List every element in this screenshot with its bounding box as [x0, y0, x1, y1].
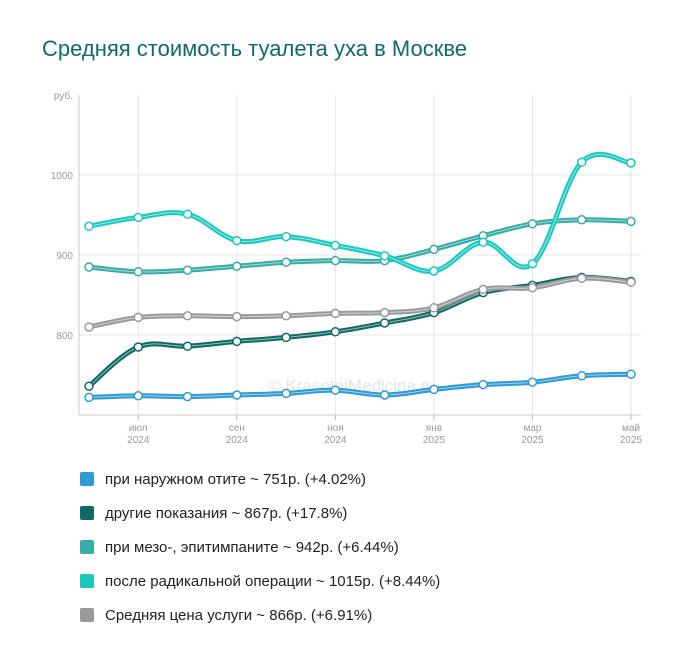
data-point	[429, 303, 439, 313]
series-line-highlight-1	[88, 276, 632, 387]
data-point	[281, 311, 291, 321]
data-point	[84, 262, 94, 272]
legend-item: другие показания ~ 867р. (+17.8%)	[80, 496, 680, 530]
data-point	[232, 336, 242, 347]
x-tick-month: янв	[426, 423, 442, 434]
legend-label: после радикальной операции ~ 1015р. (+8.…	[105, 572, 441, 590]
data-point	[379, 251, 390, 261]
data-point	[182, 391, 193, 402]
data-point	[84, 322, 94, 332]
data-point	[330, 240, 341, 251]
data-point	[182, 265, 193, 275]
data-point	[330, 308, 341, 319]
data-point	[330, 255, 341, 266]
x-tick-year: 2025	[423, 435, 446, 446]
data-point	[626, 216, 636, 227]
legend-swatch	[80, 472, 94, 486]
legend-item: после радикальной операции ~ 1015р. (+8.…	[80, 564, 680, 598]
series-line-highlight-3	[88, 153, 632, 272]
legend-swatch	[80, 574, 94, 588]
y-tick-label: 800	[56, 331, 73, 342]
x-tick-year: 2025	[620, 435, 643, 446]
legend-label: другие показания ~ 867р. (+17.8%)	[105, 504, 348, 522]
data-point	[281, 257, 291, 267]
data-point	[576, 215, 587, 225]
legend-label: Средняя цена услуги ~ 866р. (+6.91%)	[105, 606, 373, 624]
legend: при наружном отите ~ 751р. (+4.02%) други…	[80, 462, 680, 632]
data-point	[576, 273, 587, 283]
y-tick-label: 1000	[51, 171, 74, 182]
x-tick-month: май	[622, 423, 640, 434]
data-point	[527, 259, 538, 269]
data-point	[576, 157, 587, 167]
grid	[79, 95, 641, 415]
line-chart: © KrasotaiMedicina.ru 8009001000руб.июл2…	[51, 90, 643, 446]
data-point	[84, 392, 94, 403]
x-tick-year: 2025	[521, 435, 544, 446]
y-unit-label: руб.	[54, 90, 73, 102]
data-point	[133, 312, 144, 323]
x-tick-year: 2024	[324, 435, 347, 446]
data-point	[429, 244, 439, 255]
series-line-1	[86, 274, 634, 389]
data-point	[429, 266, 439, 276]
data-point	[379, 318, 390, 328]
data-point	[281, 231, 291, 242]
legend-label: при наружном отите ~ 751р. (+4.02%)	[105, 470, 367, 488]
data-point	[478, 379, 488, 390]
data-point	[133, 342, 144, 352]
data-point	[84, 221, 94, 231]
data-point	[330, 327, 341, 337]
x-tick-year: 2024	[127, 435, 150, 446]
data-point	[626, 277, 636, 287]
data-point	[576, 371, 587, 381]
x-tick-month: ноя	[327, 423, 344, 434]
legend-item: при мезо-, эпитимпаните ~ 942р. (+6.44%)	[80, 530, 680, 564]
y-tick-label: 900	[56, 251, 73, 262]
data-point	[133, 267, 144, 277]
data-point	[527, 219, 538, 229]
axes: 8009001000руб.июл2024сен2024ноя2024янв20…	[51, 90, 643, 446]
series-lines	[86, 151, 634, 400]
legend-swatch	[80, 506, 94, 520]
data-point	[182, 341, 193, 351]
data-point	[281, 332, 291, 343]
data-point	[281, 388, 291, 399]
data-point	[379, 390, 390, 400]
x-tick-month: июл	[129, 423, 148, 434]
x-tick-month: мар	[523, 423, 541, 434]
data-point	[133, 212, 144, 223]
chart-title: Средняя стоимость туалета уха в Москве	[42, 36, 468, 61]
data-point	[232, 261, 242, 271]
data-point	[182, 209, 193, 219]
data-point	[379, 307, 390, 318]
legend-item: при наружном отите ~ 751р. (+4.02%)	[80, 462, 680, 496]
x-tick-year: 2024	[226, 435, 249, 446]
legend-item: Средняя цена услуги ~ 866р. (+6.91%)	[80, 598, 680, 632]
data-point	[232, 390, 242, 400]
data-point	[182, 311, 193, 321]
data-point	[429, 384, 439, 395]
data-point	[478, 237, 488, 247]
data-point	[527, 283, 538, 293]
data-point	[330, 385, 341, 395]
data-point	[527, 377, 538, 387]
legend-swatch	[80, 540, 94, 554]
data-point	[626, 158, 636, 168]
data-point	[232, 311, 242, 322]
legend-label: при мезо-, эпитимпаните ~ 942р. (+6.44%)	[105, 538, 399, 556]
series-line-4	[86, 275, 634, 330]
data-point	[84, 381, 94, 391]
x-tick-month: сен	[229, 423, 245, 434]
data-point	[133, 391, 144, 401]
data-point	[232, 235, 242, 246]
legend-swatch	[80, 608, 94, 622]
data-point	[478, 284, 488, 295]
data-point	[626, 369, 636, 379]
data-points	[84, 157, 636, 403]
